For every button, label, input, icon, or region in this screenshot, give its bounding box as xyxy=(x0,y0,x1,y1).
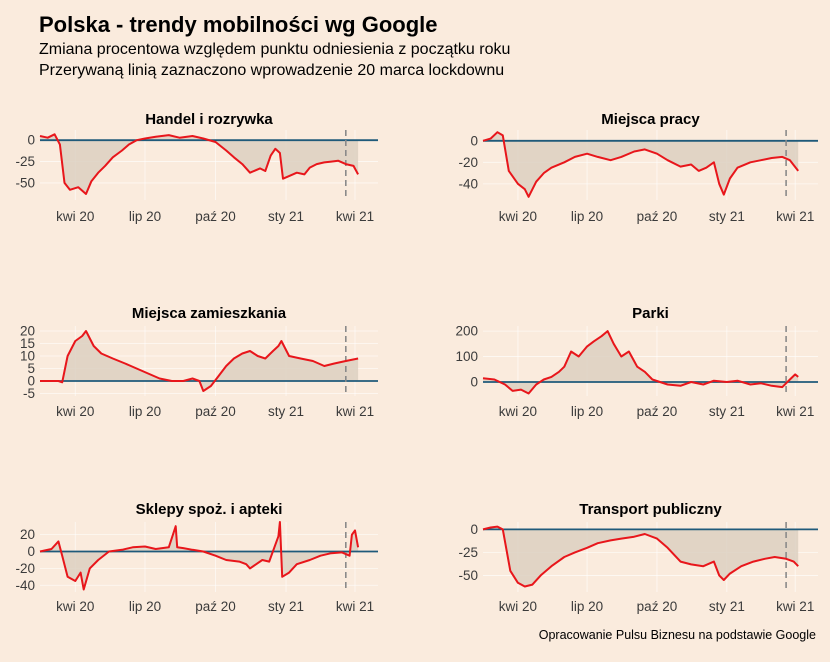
x-tick-label: paź 20 xyxy=(637,209,678,224)
x-tick-label: paź 20 xyxy=(637,599,678,614)
x-tick-label: paź 20 xyxy=(637,404,678,419)
y-tick-label: 0 xyxy=(470,522,478,537)
y-tick-label: 0 xyxy=(27,133,35,148)
y-tick-label: -40 xyxy=(458,176,478,191)
series-area xyxy=(483,132,799,197)
y-tick-label: 20 xyxy=(20,527,35,542)
y-tick-label: -40 xyxy=(15,578,35,593)
series-area xyxy=(483,526,799,587)
y-tick-label: 0 xyxy=(470,375,478,390)
x-tick-label: kwi 21 xyxy=(336,209,374,224)
source-caption: Opracowanie Pulsu Biznesu na podstawie G… xyxy=(538,628,816,642)
y-tick-label: -20 xyxy=(15,561,35,576)
series-line xyxy=(40,330,359,392)
x-tick-label: paź 20 xyxy=(195,599,236,614)
y-tick-label: 0 xyxy=(470,133,478,148)
y-tick-label: 100 xyxy=(455,349,478,364)
x-tick-label: kwi 20 xyxy=(499,599,537,614)
page-title: Polska - trendy mobilności wg Google xyxy=(39,12,438,37)
x-tick-label: kwi 21 xyxy=(336,599,374,614)
series-area xyxy=(40,522,359,590)
y-tick-label: -20 xyxy=(458,155,478,170)
y-tick-label: -5 xyxy=(23,386,35,401)
x-tick-label: kwi 20 xyxy=(499,404,537,419)
x-tick-label: paź 20 xyxy=(195,404,236,419)
y-tick-label: 5 xyxy=(27,361,35,376)
series-line xyxy=(39,521,360,591)
panel-title: Transport publiczny xyxy=(579,501,722,518)
x-tick-label: sty 21 xyxy=(709,404,745,419)
x-tick-label: lip 20 xyxy=(129,404,161,419)
x-tick-label: kwi 21 xyxy=(336,404,374,419)
y-tick-label: -25 xyxy=(15,154,35,169)
x-tick-label: kwi 21 xyxy=(776,209,814,224)
y-tick-label: 20 xyxy=(20,324,35,339)
y-tick-label: 0 xyxy=(27,544,35,559)
x-tick-label: kwi 21 xyxy=(776,599,814,614)
y-tick-label: -50 xyxy=(15,175,35,190)
x-tick-label: kwi 20 xyxy=(56,404,94,419)
x-tick-label: lip 20 xyxy=(129,209,161,224)
series-line xyxy=(482,525,799,588)
x-tick-label: kwi 21 xyxy=(776,404,814,419)
series-area xyxy=(40,134,359,194)
series-line xyxy=(39,133,359,195)
y-tick-label: 200 xyxy=(455,324,478,339)
panel-title: Parki xyxy=(632,305,669,322)
x-tick-label: sty 21 xyxy=(268,404,304,419)
y-tick-label: 10 xyxy=(20,349,35,364)
x-tick-label: kwi 20 xyxy=(56,209,94,224)
x-tick-label: sty 21 xyxy=(709,209,745,224)
x-tick-label: paź 20 xyxy=(195,209,236,224)
panel-title: Sklepy spoż. i apteki xyxy=(136,501,283,518)
y-tick-label: -50 xyxy=(458,568,478,583)
x-tick-label: lip 20 xyxy=(571,209,603,224)
x-tick-label: lip 20 xyxy=(571,404,603,419)
x-tick-label: kwi 20 xyxy=(56,599,94,614)
x-tick-label: kwi 20 xyxy=(499,209,537,224)
x-tick-label: sty 21 xyxy=(268,599,304,614)
x-tick-label: sty 21 xyxy=(709,599,745,614)
y-tick-label: 0 xyxy=(27,374,35,389)
panel-title: Handel i rozrywka xyxy=(145,111,273,128)
y-tick-label: -25 xyxy=(458,545,478,560)
x-tick-label: lip 20 xyxy=(571,599,603,614)
subtitle-1: Zmiana procentowa względem punktu odnies… xyxy=(39,41,511,58)
series-line xyxy=(482,330,799,395)
panel-title: Miejsca pracy xyxy=(601,111,700,128)
series-line xyxy=(482,131,799,198)
x-tick-label: sty 21 xyxy=(268,209,304,224)
panel-title: Miejsca zamieszkania xyxy=(132,305,287,322)
x-tick-label: lip 20 xyxy=(129,599,161,614)
subtitle-2: Przerywaną linią zaznaczono wprowadzenie… xyxy=(39,62,505,79)
series-area xyxy=(483,331,799,394)
y-tick-label: 15 xyxy=(20,336,35,351)
